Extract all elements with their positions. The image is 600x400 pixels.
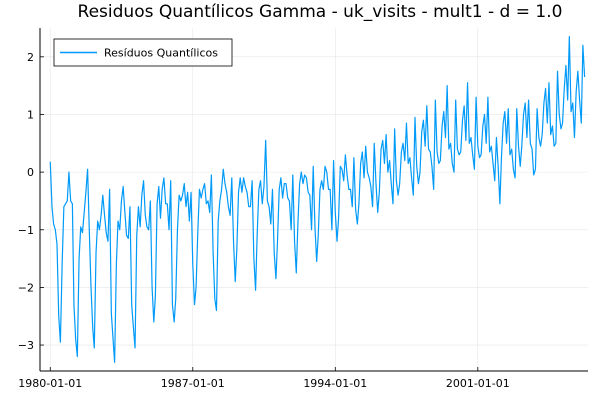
series-layer — [49, 36, 586, 363]
chart-title: Residuos Quantílicos Gamma - uk_visits -… — [78, 2, 563, 22]
y-tick-label: −3 — [18, 339, 34, 352]
y-tick-label: −1 — [18, 224, 34, 237]
x-tick-label: 1994-01-01 — [303, 377, 367, 390]
legend-box — [53, 38, 233, 67]
legend: Resíduos Quantílicos — [53, 38, 233, 67]
x-tick-label: 1987-01-01 — [161, 377, 225, 390]
x-tick-label: 1980-01-01 — [18, 377, 82, 390]
tick-labels: 1980-01-01 1987-01-01 1994-01-01 2001-01-01… — [18, 51, 510, 390]
series-line — [49, 36, 586, 363]
y-tick-label: 1 — [27, 108, 34, 121]
axes — [39, 28, 588, 372]
legend-label: Resíduos Quantílicos — [104, 47, 218, 60]
x-tick-label: 2001-01-01 — [446, 377, 510, 390]
y-tick-label: −2 — [18, 281, 34, 294]
y-tick-label: 2 — [27, 51, 34, 64]
y-tick-label: 0 — [27, 166, 34, 179]
